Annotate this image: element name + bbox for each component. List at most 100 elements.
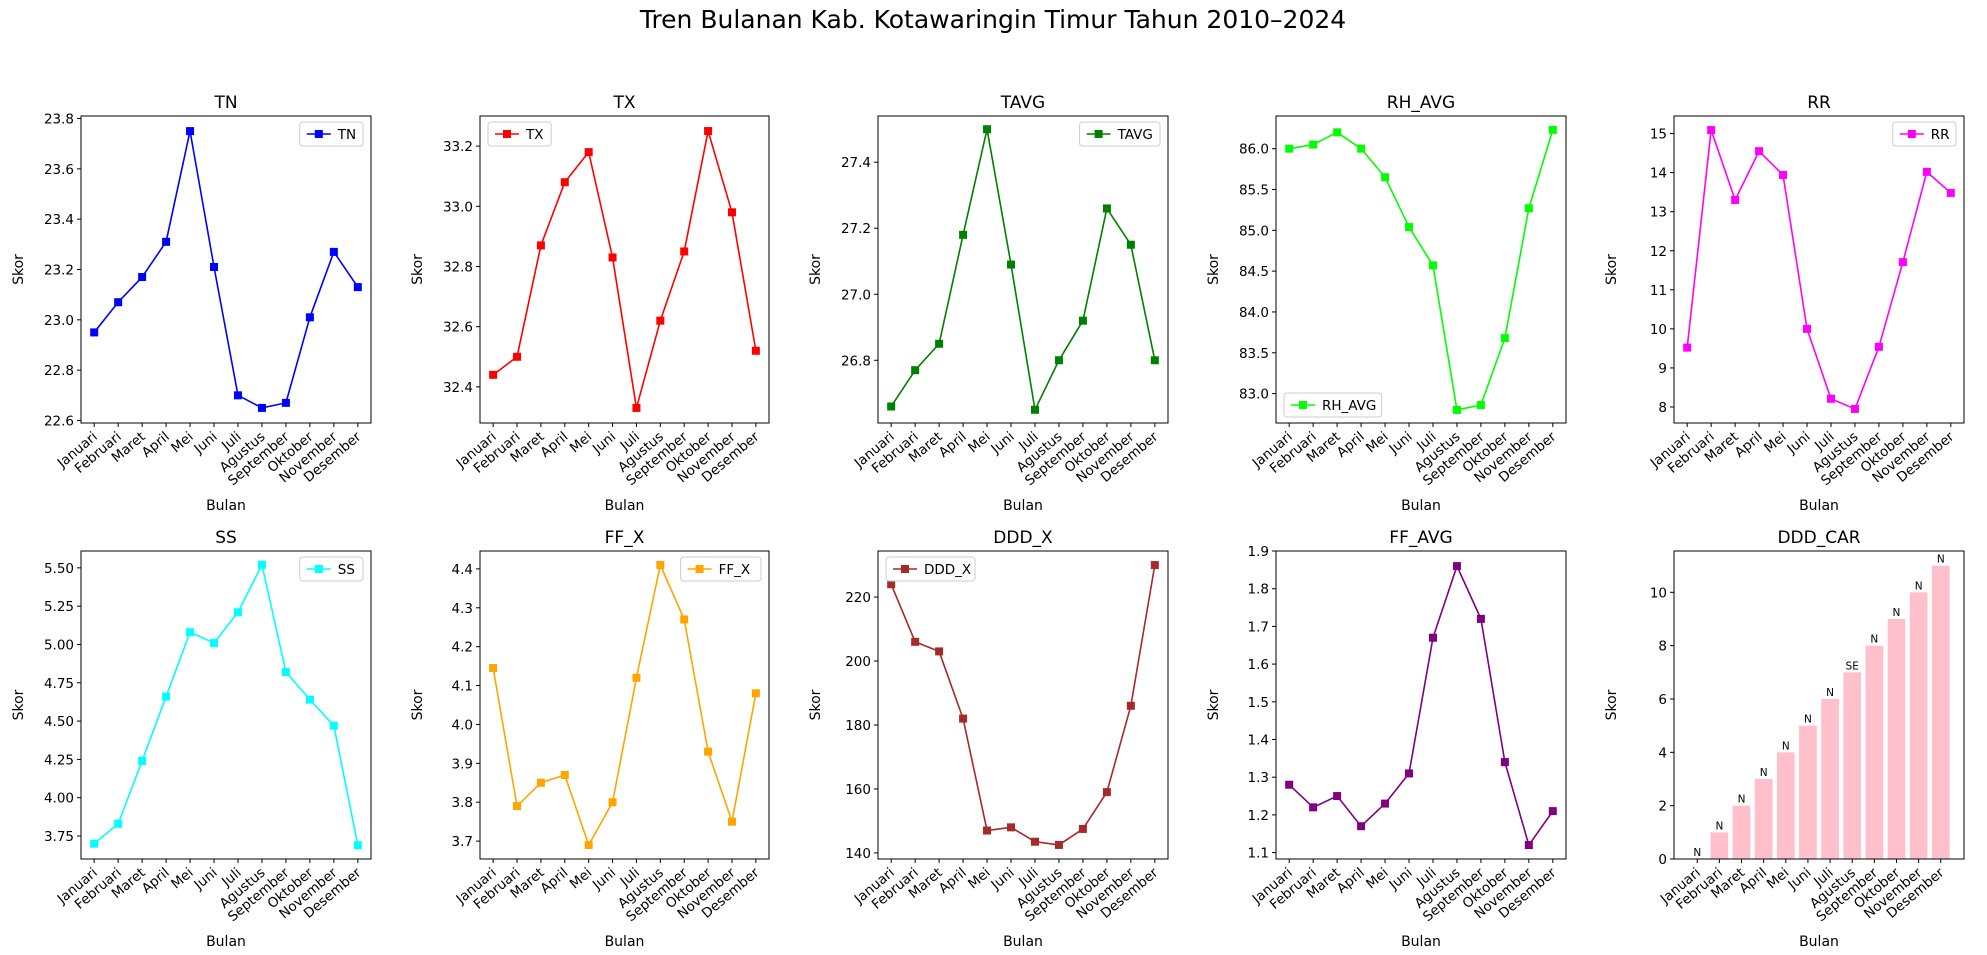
y-tick-label: 2 <box>1658 799 1667 815</box>
data-point-marker <box>90 328 99 337</box>
x-tick-label: Juni <box>987 429 1017 458</box>
data-point-marker <box>983 125 992 134</box>
x-tick-label: Juni <box>589 865 619 894</box>
axes-frame <box>479 115 770 424</box>
y-axis-label: Skor <box>11 689 27 720</box>
chart-tn: TN22.622.823.023.223.423.623.8JanuariFeb… <box>11 93 372 514</box>
data-point-marker <box>138 273 147 282</box>
data-point-marker <box>935 647 944 656</box>
y-axis-label: Skor <box>808 689 824 720</box>
data-point-marker <box>656 561 665 569</box>
y-tick-label: 26.8 <box>841 353 871 369</box>
data-point-marker <box>1946 188 1955 197</box>
bar-data-label: N <box>1915 580 1923 592</box>
data-point-marker <box>1524 841 1533 850</box>
data-point-marker <box>1078 316 1087 325</box>
data-point-marker <box>1452 562 1461 571</box>
data-point-marker <box>353 841 362 850</box>
data-point-marker <box>1150 561 1159 570</box>
legend-label: FF_X <box>719 562 751 578</box>
chart-ff-x: FF_X3.73.83.94.04.14.24.34.4JanuariFebru… <box>410 528 770 950</box>
data-point-marker <box>608 798 617 807</box>
axes-frame <box>1673 550 1965 860</box>
legend: DDD_X <box>885 556 976 582</box>
y-tick-label: 33.0 <box>443 199 473 215</box>
data-point-marker <box>1548 807 1557 816</box>
y-tick-label: 22.6 <box>44 413 74 429</box>
chart-title: DDD_CAR <box>1777 528 1860 548</box>
figure-title: Tren Bulanan Kab. Kotawaringin Timur Tah… <box>639 5 1346 34</box>
data-point-marker <box>1030 837 1039 846</box>
y-tick-label: 13 <box>1650 205 1667 221</box>
bar-data-label: N <box>1870 634 1878 646</box>
data-point-marker <box>680 247 689 256</box>
data-point-marker <box>489 370 498 379</box>
data-point-marker <box>90 839 99 848</box>
y-tick-label: 27.0 <box>841 287 871 303</box>
data-point-marker <box>353 283 362 292</box>
data-point-marker <box>727 817 736 826</box>
y-tick-label: 22.8 <box>44 363 74 379</box>
data-point-marker <box>114 298 123 307</box>
data-point-marker <box>1054 356 1063 365</box>
axes-frame <box>877 550 1169 860</box>
data-point-marker <box>1309 140 1318 149</box>
x-tick-label: Mei <box>1761 429 1789 457</box>
bar <box>1710 832 1729 859</box>
y-tick-label: 160 <box>845 782 871 798</box>
x-tick-label: Mei <box>1363 865 1391 893</box>
x-tick-label: Juni <box>987 865 1017 894</box>
x-axis-label: Bulan <box>1799 498 1839 514</box>
chart-ddd-x: DDD_X140160180200220JanuariFebruariMaret… <box>808 528 1169 950</box>
y-tick-label: 83.5 <box>1239 346 1269 362</box>
bar-data-label: N <box>1760 767 1768 779</box>
x-tick-label: Juni <box>1385 429 1415 458</box>
legend-label: SS <box>338 562 355 578</box>
bar-data-label: SE <box>1846 660 1859 672</box>
chart-title: RR <box>1807 93 1831 113</box>
x-axis-label: Bulan <box>1003 934 1043 950</box>
legend-box <box>487 121 552 147</box>
data-point-marker <box>632 403 641 412</box>
x-tick-label: Juni <box>190 865 220 894</box>
y-tick-label: 3.75 <box>44 829 74 845</box>
bar <box>1754 779 1773 859</box>
y-tick-label: 11 <box>1650 283 1667 299</box>
y-tick-label: 4.0 <box>452 717 473 733</box>
x-tick-label: Juni <box>589 429 619 458</box>
series-line <box>93 563 359 846</box>
data-point-marker <box>138 756 147 765</box>
chart-tx: TX32.432.632.833.033.2JanuariFebruariMar… <box>410 93 770 514</box>
axes-frame <box>479 550 770 860</box>
legend-label: TAVG <box>1117 127 1153 143</box>
y-tick-label: 8 <box>1658 639 1667 655</box>
data-point-marker <box>751 689 760 698</box>
data-point-marker <box>1428 261 1437 270</box>
legend: RR <box>1892 121 1957 147</box>
x-axis-label: Bulan <box>206 934 246 950</box>
data-point-marker <box>1333 128 1342 137</box>
data-point-marker <box>1922 167 1931 176</box>
data-point-marker <box>887 402 896 411</box>
series-line <box>1289 129 1554 411</box>
data-point-marker <box>1548 125 1557 134</box>
series-line <box>492 130 757 409</box>
y-tick-label: 33.2 <box>443 139 473 155</box>
data-point-marker <box>489 664 498 673</box>
data-point-marker <box>1357 144 1366 153</box>
legend-box <box>1892 121 1957 147</box>
legend-box <box>299 556 364 582</box>
data-point-marker <box>1357 822 1366 831</box>
legend: SS <box>299 556 364 582</box>
y-tick-label: 10 <box>1650 322 1667 338</box>
y-tick-label: 1.5 <box>1248 695 1269 711</box>
series-line <box>1288 565 1554 846</box>
chart-rr: RR89101112131415JanuariFebruariMaretApri… <box>1604 93 1965 514</box>
chart-title: TX <box>612 93 635 113</box>
y-tick-label: 23.8 <box>44 112 74 128</box>
y-tick-label: 4.75 <box>44 676 74 692</box>
data-point-marker <box>513 352 522 361</box>
data-point-marker <box>329 721 338 730</box>
data-point-marker <box>1381 799 1390 808</box>
